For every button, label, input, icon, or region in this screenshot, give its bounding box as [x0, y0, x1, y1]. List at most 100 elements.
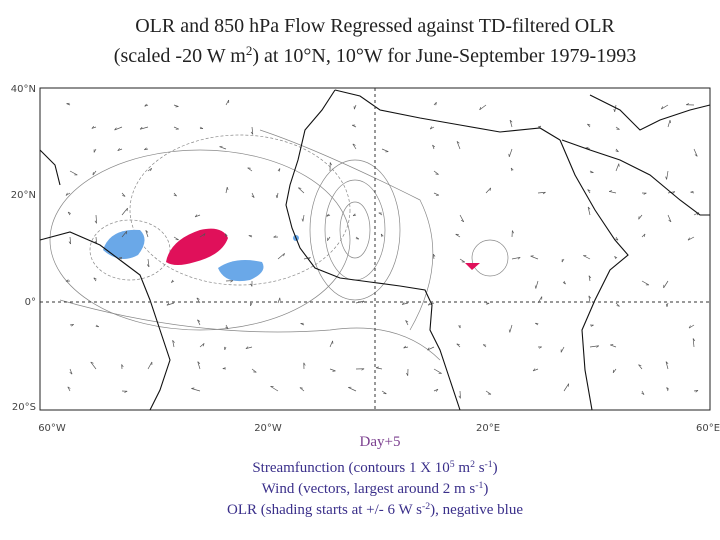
wind-vector-head: [124, 390, 128, 393]
wind-vector-head: [250, 131, 254, 135]
map-frame: [39, 87, 711, 411]
wind-vector: [121, 192, 126, 197]
wind-vector-head: [196, 297, 200, 300]
wind-vector: [661, 104, 669, 110]
wind-vector: [147, 258, 150, 267]
wind-vector-head: [361, 300, 365, 304]
wind-vector-head: [230, 280, 234, 283]
wind-vector-head: [692, 338, 696, 342]
wind-vector-head: [352, 213, 356, 217]
wind-vector: [302, 214, 305, 222]
wind-vector-head: [90, 361, 94, 364]
wind-vector-head: [687, 237, 690, 241]
wind-vector: [665, 361, 669, 370]
wind-vector: [615, 302, 620, 307]
wind-vector: [509, 324, 513, 333]
wind-vector: [67, 386, 71, 392]
wind-vector-head: [695, 390, 699, 393]
wind-vector-head: [329, 162, 332, 166]
wind-vector-head: [375, 366, 379, 369]
wind-vector: [147, 167, 152, 172]
wind-vector: [251, 126, 254, 135]
wind-vector-head: [588, 295, 591, 299]
wind-vector-head: [585, 146, 589, 149]
wind-vector: [614, 104, 617, 112]
wind-vector: [583, 255, 591, 260]
wind-vector: [65, 192, 71, 196]
lat-label: 20°N: [11, 190, 36, 201]
superscript: 2: [470, 459, 475, 470]
wind-vector-head: [427, 302, 431, 306]
wind-vector: [329, 340, 333, 348]
wind-vector: [172, 340, 175, 348]
wind-vector-head: [614, 256, 618, 259]
wind-vector-head: [279, 297, 281, 301]
wind-vector: [121, 231, 128, 238]
wind-vector-head: [461, 219, 464, 223]
wind-vector-head: [191, 387, 195, 389]
day-label: Day+5: [360, 434, 401, 450]
wind-vector: [667, 214, 672, 223]
wind-vector: [485, 390, 492, 395]
wind-vector-head: [669, 120, 672, 124]
wind-vector-head: [432, 144, 436, 148]
title: OLR and 850 hPa Flow Regressed against T…: [114, 15, 636, 67]
wind-vector: [589, 345, 599, 348]
wind-vector-head: [643, 233, 646, 237]
wind-vector: [348, 387, 357, 392]
wind-vector: [433, 192, 440, 196]
wind-vector: [532, 368, 539, 372]
wind-vector-head: [144, 147, 147, 150]
wind-vector-head: [222, 367, 226, 370]
wind-vector: [327, 236, 331, 241]
wind-vector: [692, 338, 695, 348]
superscript: -1: [485, 459, 493, 470]
text-piece: m: [455, 460, 471, 476]
wind-vector-head: [458, 395, 461, 399]
wind-vector-head: [638, 216, 640, 220]
wind-vector: [638, 214, 643, 220]
wind-vector: [225, 187, 228, 194]
wind-vector-head: [150, 168, 152, 172]
wind-vector: [147, 361, 153, 370]
wind-vector: [199, 343, 205, 348]
caption-line: Streamfunction (contours 1 X 105 m2 s-1): [252, 459, 497, 477]
wind-vector: [666, 170, 669, 180]
wind-vector-head: [538, 346, 542, 349]
wind-vector-head: [615, 238, 619, 241]
wind-vector-head: [202, 343, 205, 347]
wind-vector-head: [688, 325, 691, 329]
wind-vector: [90, 361, 97, 370]
wind-vector: [433, 170, 439, 175]
wind-vector-head: [67, 211, 71, 214]
wind-vector: [276, 192, 279, 199]
wind-vector-head: [361, 368, 365, 371]
wind-vector: [91, 126, 97, 129]
wind-vector: [508, 148, 513, 157]
wind-vector-head: [616, 305, 620, 307]
wind-vector-head: [661, 106, 664, 110]
wind-vector-head: [172, 340, 175, 343]
lon-label: 20°E: [476, 423, 500, 434]
text-piece: ): [483, 481, 488, 497]
title-line: OLR and 850 hPa Flow Regressed against T…: [135, 15, 615, 37]
text-piece: Streamfunction (contours 1 X 10: [252, 460, 449, 476]
wind-vector: [479, 104, 487, 111]
wind-vector-head: [690, 191, 694, 193]
wind-vector-head: [508, 329, 511, 333]
wind-vector-head: [486, 302, 490, 305]
wind-vector: [114, 126, 123, 131]
wind-vector-head: [139, 126, 143, 130]
wind-vector-head: [542, 191, 546, 195]
wind-vector: [197, 361, 201, 370]
wind-vector-head: [668, 219, 672, 223]
wind-vector: [173, 236, 179, 241]
wind-vector-head: [65, 279, 69, 282]
wind-vector: [247, 167, 253, 172]
wind-vector-head: [479, 106, 482, 111]
wind-vector: [427, 346, 435, 351]
wind-vector: [433, 368, 442, 374]
wind-vector-head: [666, 387, 670, 390]
wind-vector: [402, 302, 409, 305]
olr-shading: [103, 228, 480, 282]
